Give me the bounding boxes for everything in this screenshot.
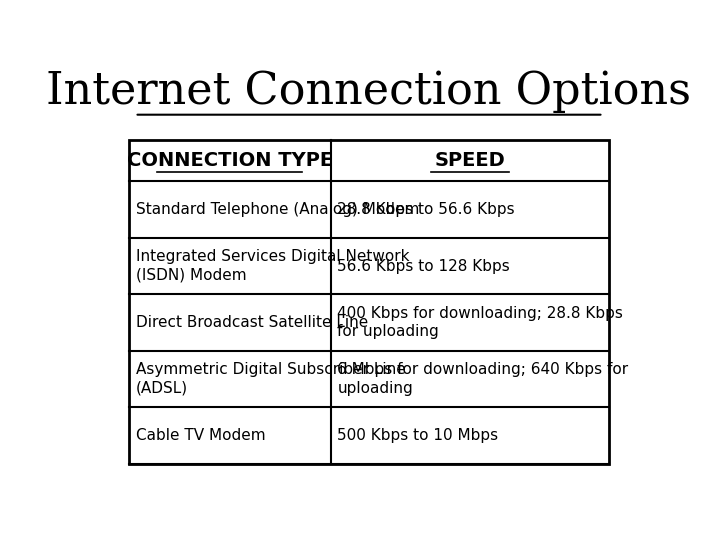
Text: Cable TV Modem: Cable TV Modem — [136, 428, 266, 443]
Text: Standard Telephone (Analog) Modem: Standard Telephone (Analog) Modem — [136, 202, 419, 217]
Text: 6 Mbps for downloading; 640 Kbps for
uploading: 6 Mbps for downloading; 640 Kbps for upl… — [337, 362, 629, 396]
Bar — [129, 140, 609, 464]
Text: Asymmetric Digital Subscriber Line
(ADSL): Asymmetric Digital Subscriber Line (ADSL… — [136, 362, 405, 396]
Text: 28.8 Kbps to 56.6 Kbps: 28.8 Kbps to 56.6 Kbps — [337, 202, 515, 217]
Text: 400 Kbps for downloading; 28.8 Kbps
for uploading: 400 Kbps for downloading; 28.8 Kbps for … — [337, 306, 624, 340]
Text: 500 Kbps to 10 Mbps: 500 Kbps to 10 Mbps — [337, 428, 498, 443]
Text: Internet Connection Options: Internet Connection Options — [47, 70, 691, 113]
Text: CONNECTION TYPE: CONNECTION TYPE — [127, 151, 333, 170]
Text: SPEED: SPEED — [434, 151, 505, 170]
Text: Integrated Services Digital Network
(ISDN) Modem: Integrated Services Digital Network (ISD… — [136, 249, 409, 283]
Text: 56.6 Kbps to 128 Kbps: 56.6 Kbps to 128 Kbps — [337, 259, 510, 274]
Text: Direct Broadcast Satellite Line: Direct Broadcast Satellite Line — [136, 315, 368, 330]
